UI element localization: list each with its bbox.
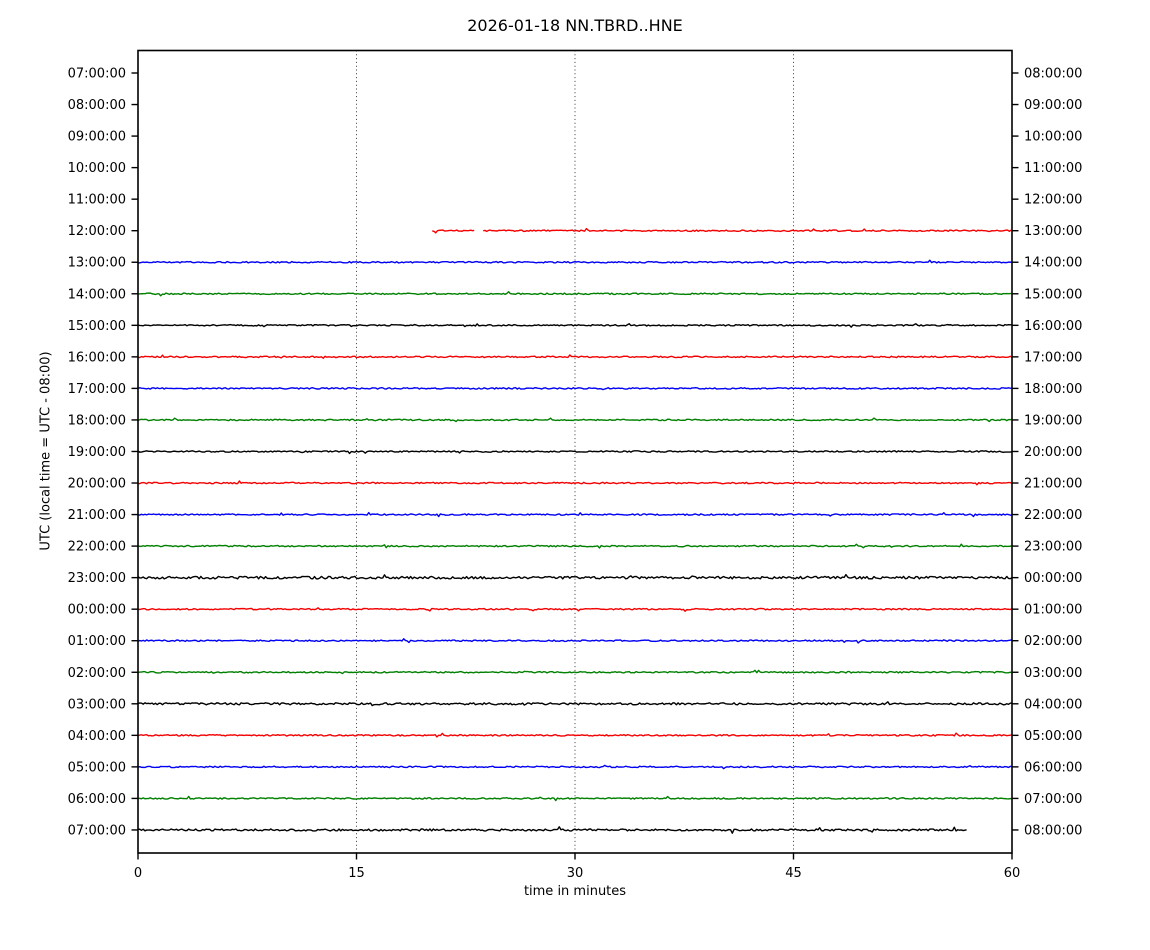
utc-tick-label: 21:00:00	[68, 508, 126, 523]
utc-tick-label: 16:00:00	[68, 350, 126, 365]
trace-row-15:00:00	[137, 323, 1013, 328]
utc-tick-label: 07:00:00	[68, 823, 126, 838]
local-tick-label: 06:00:00	[1024, 760, 1082, 775]
trace-row-07:00:00	[137, 826, 967, 834]
trace-row-18:00:00	[137, 417, 1013, 423]
local-tick-label: 22:00:00	[1024, 508, 1082, 523]
trace-row-17:00:00	[137, 387, 1013, 391]
trace-row-23:00:00	[137, 573, 1013, 580]
chart-title: 2026-01-18 NN.TBRD..HNE	[467, 16, 683, 35]
local-tick-label: 15:00:00	[1024, 287, 1082, 302]
trace-row-02:00:00	[137, 669, 1013, 675]
trace-row-01:00:00	[137, 638, 1013, 644]
x-tick-label: 30	[567, 866, 584, 881]
local-tick-label: 23:00:00	[1024, 540, 1082, 555]
utc-tick-label: 04:00:00	[68, 729, 126, 744]
utc-tick-label: 01:00:00	[68, 634, 126, 649]
x-tick-label: 15	[348, 866, 365, 881]
utc-tick-label: 00:00:00	[68, 603, 126, 618]
local-tick-label: 05:00:00	[1024, 729, 1082, 744]
local-tick-label: 07:00:00	[1024, 792, 1082, 807]
utc-tick-label: 15:00:00	[68, 319, 126, 334]
trace-row-12:00:00	[483, 227, 1012, 233]
trace-row-04:00:00	[137, 732, 1013, 738]
local-tick-label: 08:00:00	[1024, 67, 1082, 82]
utc-tick-label: 09:00:00	[68, 130, 126, 145]
local-tick-label: 13:00:00	[1024, 224, 1082, 239]
utc-tick-label: 18:00:00	[68, 413, 126, 428]
local-tick-label: 00:00:00	[1024, 571, 1082, 586]
local-tick-label: 03:00:00	[1024, 666, 1082, 681]
utc-tick-label: 05:00:00	[68, 760, 126, 775]
trace-row-20:00:00	[137, 480, 1013, 486]
local-tick-label: 14:00:00	[1024, 256, 1082, 271]
utc-tick-label: 13:00:00	[68, 256, 126, 271]
local-tick-label: 10:00:00	[1024, 130, 1082, 145]
utc-tick-label: 14:00:00	[68, 287, 126, 302]
utc-tick-label: 02:00:00	[68, 666, 126, 681]
utc-tick-label: 03:00:00	[68, 697, 126, 712]
trace-row-19:00:00	[137, 450, 1013, 455]
local-tick-label: 20:00:00	[1024, 445, 1082, 460]
utc-tick-label: 12:00:00	[68, 224, 126, 239]
local-tick-label: 04:00:00	[1024, 697, 1082, 712]
local-tick-label: 12:00:00	[1024, 193, 1082, 208]
utc-tick-label: 23:00:00	[68, 571, 126, 586]
trace-row-06:00:00	[137, 795, 1013, 802]
utc-tick-label: 19:00:00	[68, 445, 126, 460]
local-tick-label: 02:00:00	[1024, 634, 1082, 649]
local-tick-label: 18:00:00	[1024, 382, 1082, 397]
trace-row-22:00:00	[137, 543, 1013, 549]
trace-row-21:00:00	[137, 511, 1013, 518]
trace-row-00:00:00	[137, 607, 1013, 612]
trace-row-05:00:00	[137, 764, 1013, 770]
utc-tick-label: 06:00:00	[68, 792, 126, 807]
y-axis-label: UTC (local time = UTC - 08:00)	[38, 351, 54, 551]
local-tick-label: 17:00:00	[1024, 350, 1082, 365]
trace-row-13:00:00	[137, 259, 1013, 264]
x-tick-label: 0	[134, 866, 142, 881]
trace-row-14:00:00	[137, 290, 1013, 297]
utc-tick-label: 07:00:00	[68, 67, 126, 82]
local-tick-label: 21:00:00	[1024, 477, 1082, 492]
local-tick-label: 19:00:00	[1024, 413, 1082, 428]
utc-tick-label: 10:00:00	[68, 161, 126, 176]
utc-tick-label: 08:00:00	[68, 98, 126, 113]
trace-row-03:00:00	[137, 701, 1013, 707]
x-tick-label: 45	[785, 866, 802, 881]
local-tick-label: 16:00:00	[1024, 319, 1082, 334]
utc-tick-label: 17:00:00	[68, 382, 126, 397]
x-tick-label: 60	[1004, 866, 1021, 881]
local-tick-label: 09:00:00	[1024, 98, 1082, 113]
trace-row-12:00:00	[432, 229, 475, 234]
utc-tick-label: 20:00:00	[68, 477, 126, 492]
trace-row-16:00:00	[137, 354, 1013, 359]
local-tick-label: 11:00:00	[1024, 161, 1082, 176]
local-tick-label: 08:00:00	[1024, 823, 1082, 838]
utc-tick-label: 11:00:00	[68, 193, 126, 208]
x-axis-label: time in minutes	[523, 884, 627, 899]
utc-tick-label: 22:00:00	[68, 540, 126, 555]
local-tick-label: 01:00:00	[1024, 603, 1082, 618]
